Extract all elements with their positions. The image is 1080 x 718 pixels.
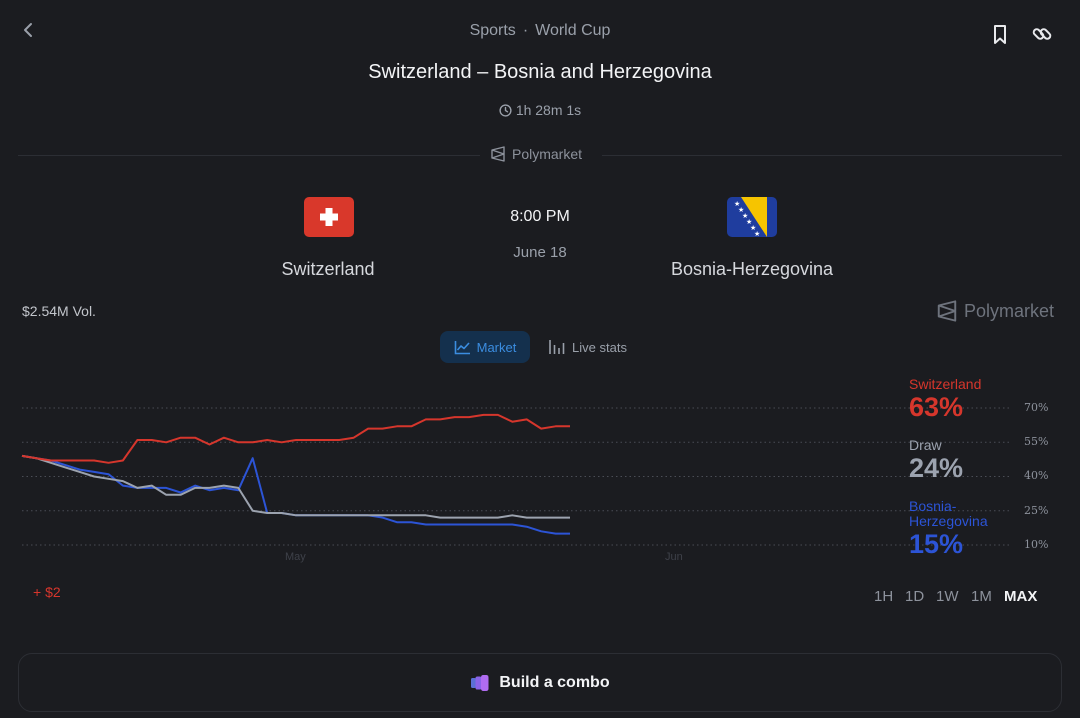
breadcrumb: Sports · World Cup	[0, 22, 1080, 40]
svg-text:★: ★	[750, 224, 756, 232]
polymarket-logo-icon	[937, 300, 957, 322]
divider-right	[602, 155, 1062, 156]
line-chart-icon	[454, 340, 470, 354]
tab-market-label: Market	[476, 339, 517, 355]
svg-text:★: ★	[742, 212, 748, 220]
chevron-left-icon	[24, 23, 32, 37]
match-date: June 18	[513, 244, 567, 261]
bookmark-icon	[994, 25, 1006, 44]
svg-text:★: ★	[734, 200, 740, 208]
legend-bosnia-name: Bosnia- Herzegovina	[909, 498, 988, 529]
legend-draw-name: Draw	[909, 437, 942, 453]
price-chart[interactable]	[0, 370, 1010, 570]
build-combo-button[interactable]: Build a combo	[18, 653, 1062, 712]
bookmark-button[interactable]	[988, 22, 1012, 46]
breadcrumb-world-cup[interactable]: World Cup	[535, 22, 611, 39]
breadcrumb-separator: ·	[522, 22, 529, 39]
market-volume: $2.54M Vol.	[22, 303, 96, 319]
xtick-jun: Jun	[665, 551, 683, 563]
range-1m[interactable]: 1M	[971, 588, 992, 605]
legend-draw: Draw 24%	[909, 437, 964, 484]
bosnia-herzegovina-flag: ★ ★ ★ ★ ★ ★	[727, 197, 777, 237]
svg-text:★: ★	[738, 206, 744, 214]
legend-switzerland: Switzerland 63%	[909, 376, 982, 423]
ytick-25: 25%	[1024, 504, 1049, 517]
home-team-name: Switzerland	[281, 259, 375, 279]
legend-switzerland-name: Switzerland	[909, 376, 982, 392]
tab-live-stats[interactable]: Live stats	[540, 331, 635, 363]
series-line-bosnia-herzegovina	[21, 454, 570, 535]
countdown: 1h 28m 1s	[0, 102, 1080, 118]
countdown-text: 1h 28m 1s	[515, 102, 582, 118]
build-combo-label: Build a combo	[499, 673, 610, 691]
copy-link-button[interactable]	[1030, 22, 1054, 46]
bar-chart-icon	[549, 340, 565, 354]
source-label: Polymarket	[512, 146, 583, 162]
away-team-name: Bosnia-Herzegovina	[670, 259, 834, 279]
back-button[interactable]	[18, 18, 40, 42]
svg-text:★: ★	[746, 218, 752, 226]
tab-market[interactable]: Market	[440, 331, 530, 363]
divider-left	[18, 155, 480, 156]
link-icon	[1032, 28, 1052, 40]
range-1d[interactable]: 1D	[905, 588, 925, 605]
svg-text:★: ★	[754, 230, 760, 237]
ytick-70: 70%	[1024, 401, 1049, 414]
range-1h[interactable]: 1H	[874, 588, 894, 605]
ytick-40: 40%	[1024, 469, 1049, 482]
combo-icon	[471, 674, 489, 691]
legend-bosnia: Bosnia- Herzegovina 15%	[909, 498, 988, 560]
legend-draw-pct: 24%	[909, 453, 964, 483]
range-max[interactable]: MAX	[1004, 588, 1038, 605]
position-gain: + $2	[33, 584, 61, 600]
match-time: 8:00 PM	[510, 208, 570, 225]
polymarket-logo-icon	[491, 146, 505, 162]
source-badge[interactable]: Polymarket	[490, 146, 582, 162]
breadcrumb-sports[interactable]: Sports	[469, 22, 516, 39]
tab-live-stats-label: Live stats	[572, 339, 627, 355]
series-line-draw	[21, 454, 570, 519]
ytick-55: 55%	[1024, 435, 1049, 448]
clock-icon	[499, 104, 512, 117]
range-1w[interactable]: 1W	[936, 588, 959, 605]
polymarket-brand[interactable]: Polymarket	[936, 300, 1054, 322]
series-line-switzerland	[21, 413, 570, 464]
ytick-10: 10%	[1024, 538, 1049, 551]
xtick-may: May	[285, 551, 306, 563]
polymarket-brand-label: Polymarket	[964, 300, 1055, 321]
switzerland-flag	[304, 197, 354, 237]
legend-bosnia-pct: 15%	[909, 529, 964, 559]
legend-switzerland-pct: 63%	[909, 392, 964, 422]
page-title: Switzerland – Bosnia and Herzegovina	[368, 61, 712, 83]
